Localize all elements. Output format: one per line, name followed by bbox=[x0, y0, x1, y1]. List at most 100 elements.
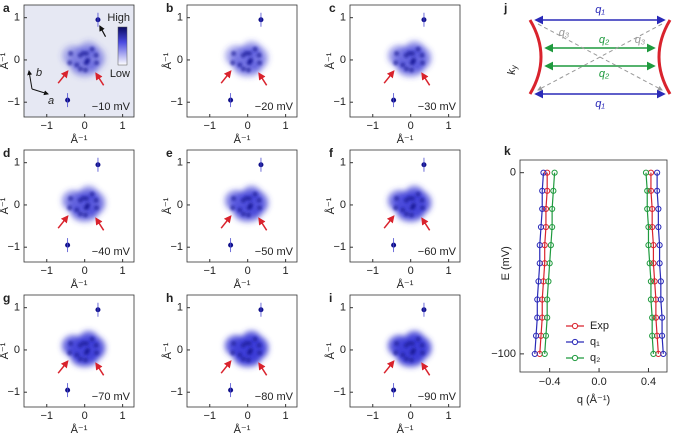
speckle bbox=[240, 356, 246, 362]
speckle bbox=[245, 67, 251, 73]
x-tick-label: 1 bbox=[446, 410, 452, 422]
data-point bbox=[549, 205, 556, 213]
speckle bbox=[237, 352, 243, 358]
x-tick-label: 0 bbox=[408, 120, 414, 132]
x-axis-label: Å⁻¹ bbox=[71, 278, 88, 291]
data-point bbox=[649, 314, 656, 321]
speckle bbox=[84, 340, 90, 346]
y-tick-label: −1 bbox=[333, 96, 346, 108]
energy-label: −70 mV bbox=[92, 391, 131, 403]
data-point bbox=[536, 242, 543, 249]
y-tick-label: −1 bbox=[170, 96, 183, 108]
blob-detail bbox=[393, 46, 426, 73]
y-tick-label: −100 bbox=[491, 348, 516, 360]
x-axis-label: Å⁻¹ bbox=[397, 133, 414, 146]
red-arrow bbox=[258, 72, 268, 86]
red-arrow bbox=[421, 362, 431, 376]
speckle bbox=[256, 197, 262, 203]
energy-label: −90 mV bbox=[418, 391, 457, 403]
series-line bbox=[539, 172, 548, 354]
y-axis-label: Å⁻¹ bbox=[324, 342, 337, 359]
black-arrow bbox=[99, 25, 107, 37]
x-tick-label: 1 bbox=[120, 410, 126, 422]
speckle bbox=[67, 205, 73, 211]
speckle bbox=[410, 340, 416, 346]
panel-label: i bbox=[329, 291, 332, 305]
speckle bbox=[400, 62, 406, 68]
dispersion-chart: k −0.4 0.0 0.4 0 −100 q (Å⁻¹) E (mV) Exp q₁ q₂ bbox=[491, 144, 668, 406]
data-point bbox=[542, 205, 550, 213]
map-image bbox=[387, 157, 432, 253]
speckle bbox=[89, 336, 95, 342]
panel-label: j bbox=[503, 1, 507, 15]
data-point bbox=[656, 260, 663, 267]
q1-label: q₁ bbox=[595, 4, 605, 16]
fermi-contour bbox=[528, 19, 543, 95]
colorbar-high: High bbox=[107, 12, 130, 24]
colorbar bbox=[117, 26, 128, 66]
y-tick-label: 0 bbox=[177, 54, 183, 66]
x-axis-label: Å⁻¹ bbox=[234, 423, 251, 436]
panel-label: a bbox=[3, 1, 10, 15]
legend-marker bbox=[571, 322, 579, 330]
frame bbox=[186, 149, 298, 263]
q3-label: q₃ bbox=[635, 34, 646, 46]
red-arrow bbox=[95, 362, 105, 376]
speckle bbox=[394, 195, 400, 201]
speckle bbox=[419, 52, 425, 58]
speckle bbox=[82, 357, 88, 363]
speckle bbox=[415, 191, 421, 197]
blob-detail bbox=[67, 191, 100, 218]
speckle bbox=[230, 205, 236, 211]
frame bbox=[23, 4, 135, 118]
speckle bbox=[93, 342, 99, 348]
data-point bbox=[547, 242, 554, 249]
y-tick-label: −1 bbox=[333, 386, 346, 398]
red-arrow bbox=[95, 217, 105, 231]
y-tick-label: −1 bbox=[7, 241, 20, 253]
y-tick-label: 1 bbox=[340, 302, 346, 314]
x-tick-label: 1 bbox=[120, 265, 126, 277]
data-point bbox=[644, 205, 651, 213]
speckle bbox=[257, 205, 263, 211]
y-tick-label: 1 bbox=[340, 157, 346, 169]
speckle bbox=[89, 46, 95, 52]
lattice-label: b bbox=[36, 67, 42, 79]
x-tick-label: 0.4 bbox=[641, 376, 656, 388]
data-point bbox=[645, 242, 652, 249]
map-image bbox=[61, 12, 106, 108]
legend-label: q₂ bbox=[590, 352, 600, 364]
x-tick-label: 1 bbox=[120, 120, 126, 132]
lattice-vector bbox=[31, 88, 49, 96]
speckle bbox=[415, 336, 421, 342]
y-tick-label: −1 bbox=[170, 241, 183, 253]
data-point bbox=[654, 169, 661, 176]
speckle bbox=[83, 205, 89, 211]
panel-label: g bbox=[3, 291, 10, 305]
x-tick-label: 0 bbox=[82, 120, 88, 132]
x-axis-label: Å⁻¹ bbox=[71, 423, 88, 436]
y-tick-label: 0 bbox=[177, 344, 183, 356]
x-tick-label: 1 bbox=[283, 120, 289, 132]
speckle bbox=[231, 50, 237, 56]
x-axis-label: q (Å⁻¹) bbox=[577, 393, 610, 406]
data-point bbox=[536, 260, 543, 267]
x-tick-label: 1 bbox=[283, 265, 289, 277]
energy-label: −50 mV bbox=[255, 246, 294, 258]
data-point bbox=[655, 223, 662, 231]
red-arrow bbox=[220, 360, 232, 374]
speckle bbox=[408, 67, 414, 73]
red-arrow bbox=[258, 362, 268, 376]
fermi-contour bbox=[657, 19, 672, 95]
y-tick-label: 0 bbox=[14, 54, 20, 66]
speckle bbox=[77, 356, 83, 362]
speckle bbox=[82, 212, 88, 218]
data-point bbox=[649, 223, 656, 231]
speckle bbox=[240, 66, 246, 72]
frame bbox=[519, 159, 668, 373]
data-point bbox=[539, 187, 546, 194]
data-point bbox=[644, 187, 651, 194]
data-point bbox=[540, 169, 547, 176]
blob-detail bbox=[67, 336, 100, 363]
